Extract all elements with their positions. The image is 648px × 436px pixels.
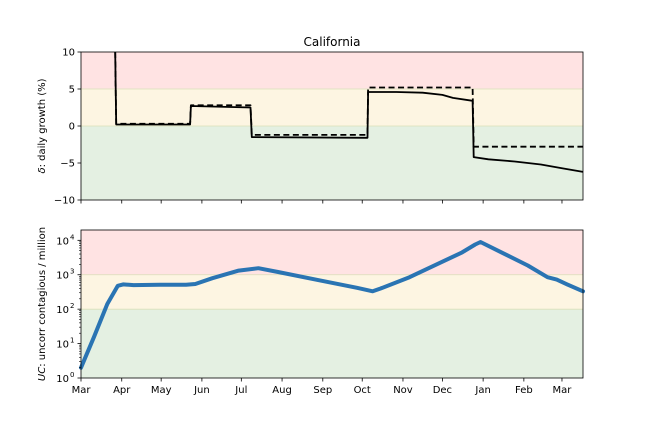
y-tick-label: 10 — [56, 271, 69, 282]
y-tick-exponent: 0 — [70, 371, 74, 379]
band-1 — [81, 89, 583, 126]
y-tick-label: −10 — [54, 196, 75, 207]
band-1 — [81, 274, 583, 310]
x-tick-label: Jan — [474, 385, 490, 396]
x-tick-label: Sep — [313, 385, 332, 396]
chart-title: California — [304, 35, 361, 49]
y-tick-exponent: 1 — [70, 337, 74, 345]
y-tick-label: 5 — [69, 85, 75, 96]
y-tick-exponent: 3 — [70, 268, 74, 276]
x-tick-label: Feb — [515, 385, 533, 396]
x-tick-label: Nov — [393, 385, 413, 396]
y-tick-label: 10 — [56, 374, 69, 385]
x-tick-label: Jun — [193, 385, 210, 396]
y-axis-label: UC: uncorr contagious / million — [37, 227, 48, 381]
band-2 — [81, 309, 583, 378]
x-tick-label: Dec — [433, 385, 452, 396]
x-tick-label: Aug — [272, 385, 292, 396]
x-tick-label: Mar — [553, 385, 573, 396]
y-tick-label: 10 — [56, 340, 69, 351]
y-tick-exponent: 2 — [70, 302, 74, 310]
band-0 — [81, 52, 583, 89]
y-tick-label: 10 — [56, 305, 69, 316]
x-tick-label: Jul — [234, 385, 247, 396]
growth-rate-panel: 10 5 0 −5 −10 δ: daily growth (%) — [37, 48, 584, 207]
y-tick-label: 0 — [69, 122, 75, 133]
series-UC — [79, 240, 585, 370]
x-tick-label: May — [151, 385, 172, 396]
axes-frame — [80, 229, 584, 379]
x-tick-label: Mar — [72, 385, 92, 396]
y-tick-label: −5 — [60, 159, 75, 170]
y-tick-label: 10 — [62, 48, 75, 59]
x-tick-label: Apr — [113, 385, 131, 396]
y-axis-label: δ: daily growth (%) — [37, 78, 48, 173]
band-0 — [81, 230, 583, 275]
y-tick-exponent: 4 — [70, 233, 75, 241]
y-tick-label: 10 — [56, 236, 69, 247]
x-tick-label: Oct — [354, 385, 371, 396]
